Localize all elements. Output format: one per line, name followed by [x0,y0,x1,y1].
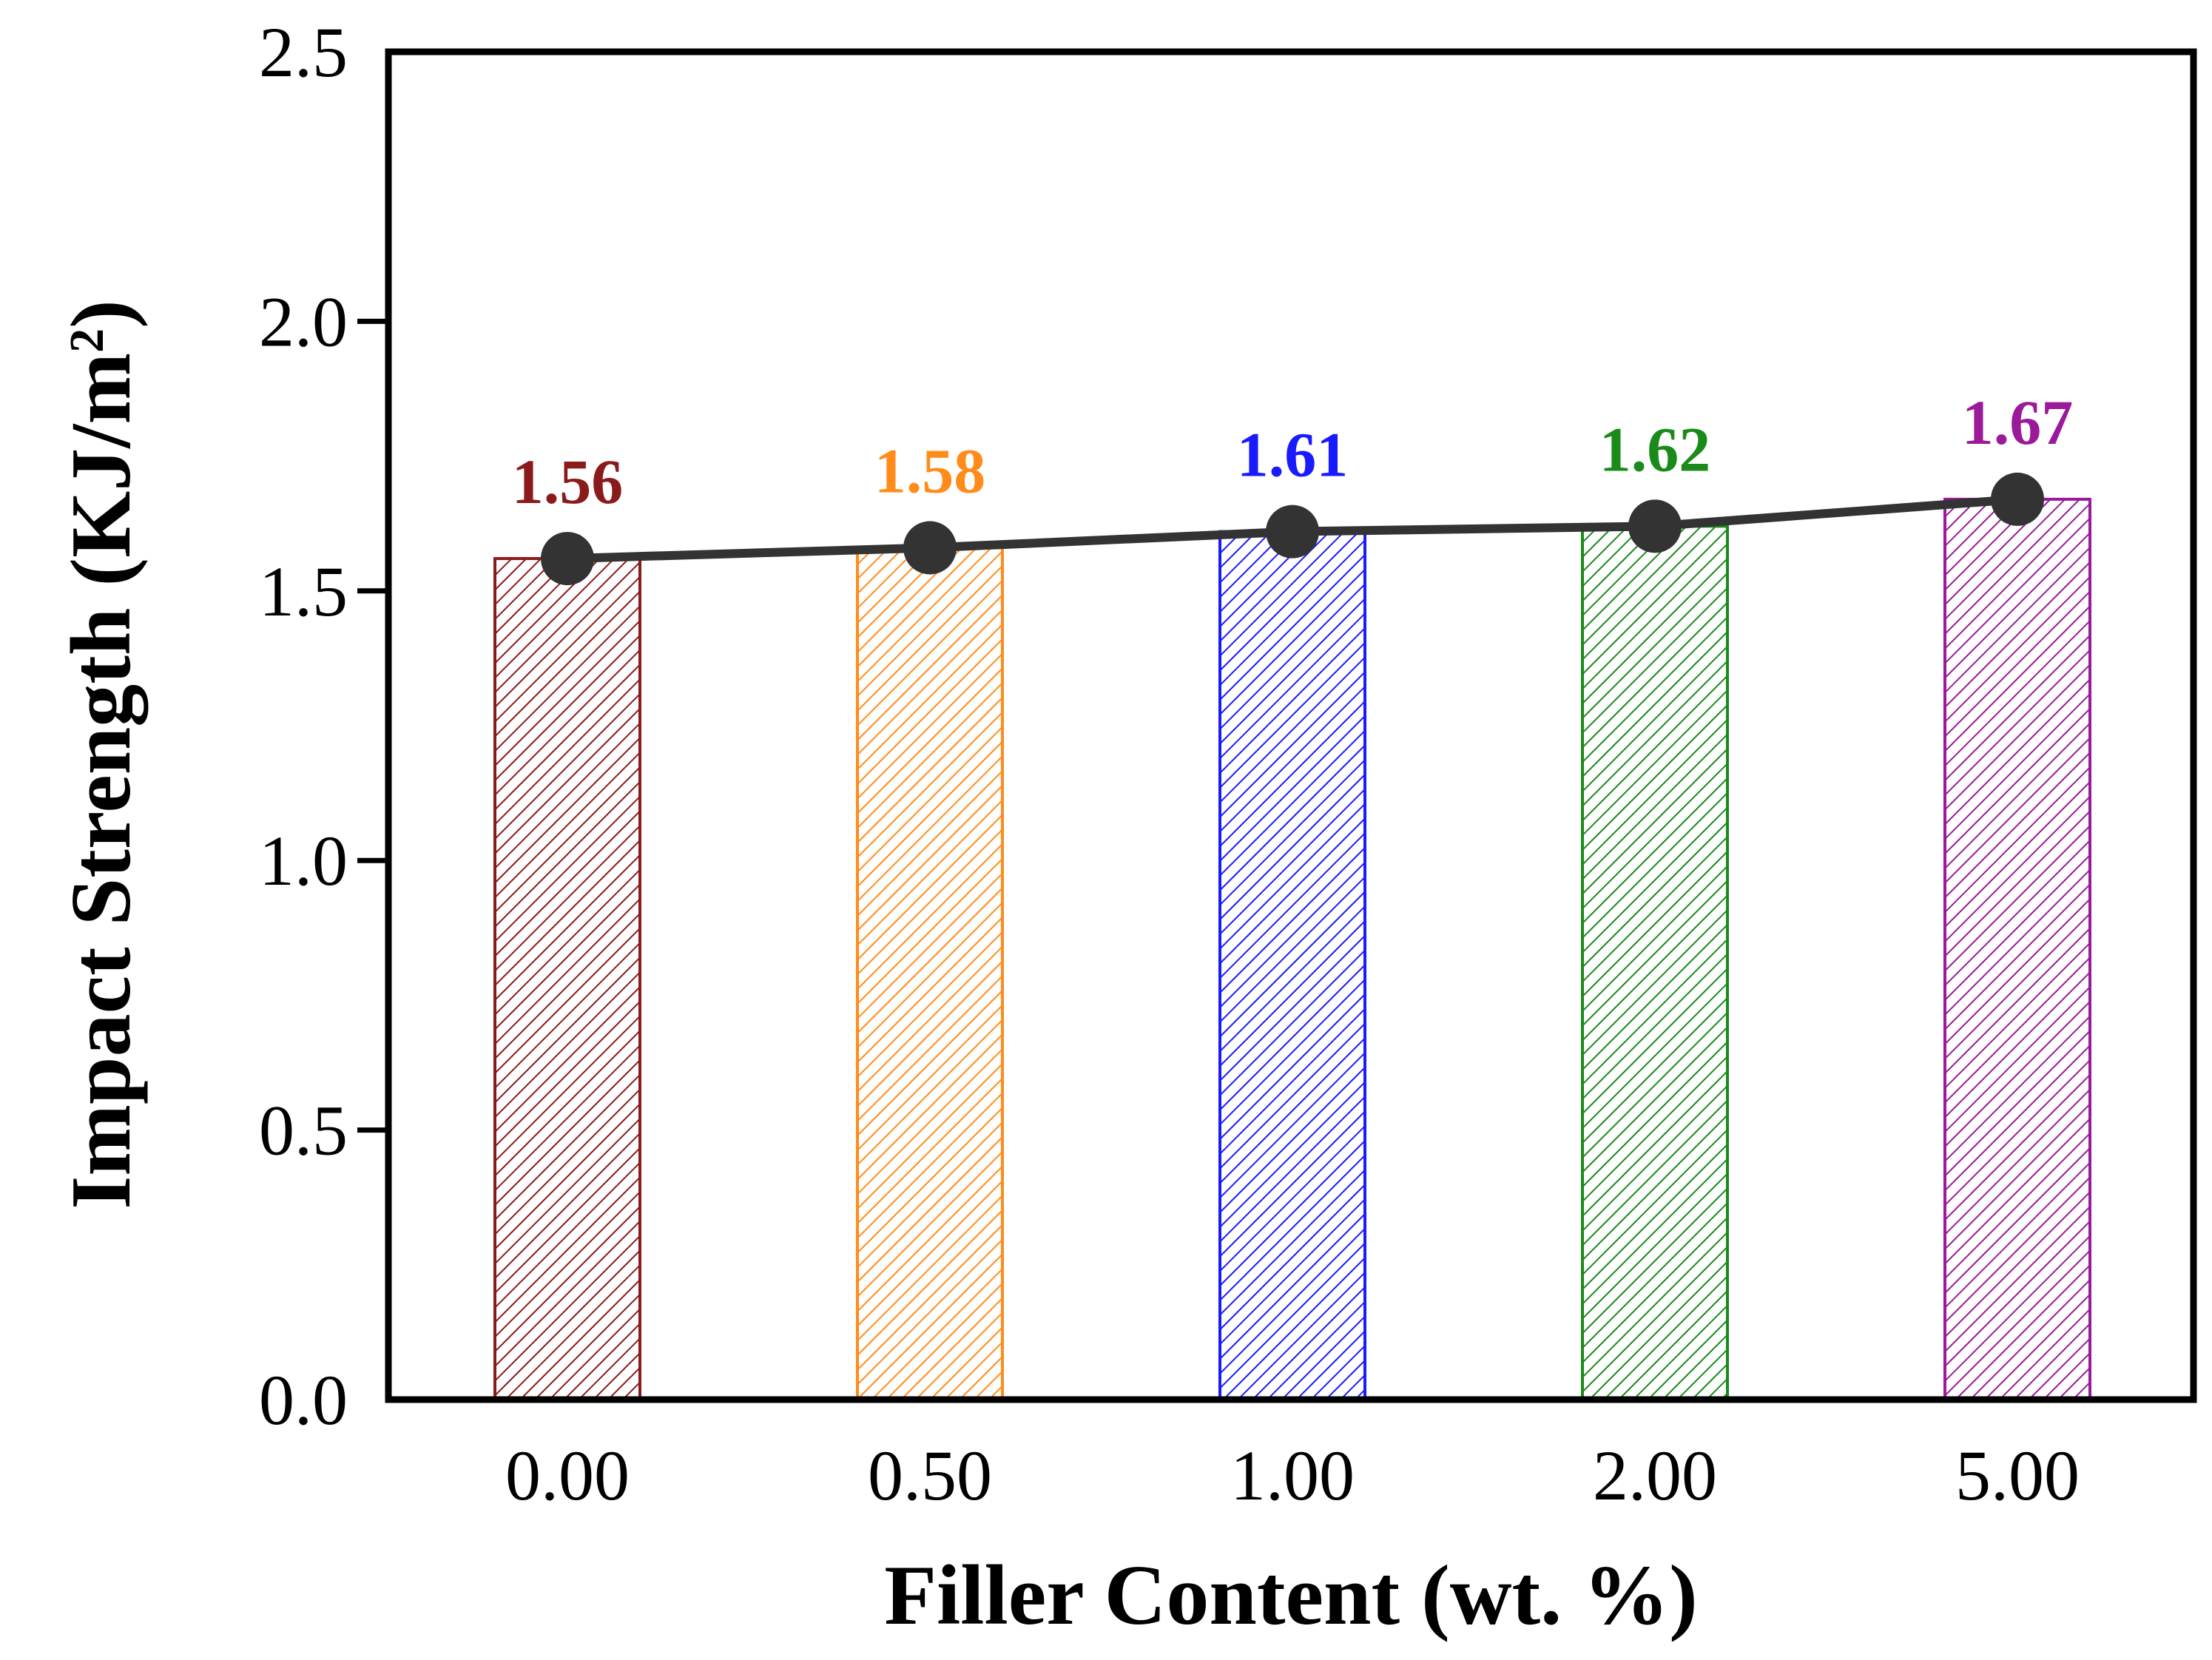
y-axis-ticks: 0.0 0.5 1.0 1.5 2.0 2.5 [259,13,388,1440]
bars-group [493,497,2091,1402]
bar-0.00 [493,557,641,1401]
markers-group [541,472,2044,586]
bar-5.00 [1943,497,2091,1401]
y-tick-label: 0.0 [259,1360,348,1440]
plot-frame [385,48,2197,1403]
bar-1.00 [1218,530,1366,1402]
x-tick-label: 1.00 [1230,1436,1355,1515]
y-tick-label: 1.5 [259,552,348,631]
y-tick-label: 2.0 [259,282,348,361]
y-axis-title-main: Impact Strength (KJ/m [54,353,149,1209]
value-label-0.00: 1.56 [512,446,624,517]
y-axis-title-close: ) [54,300,149,328]
marker-1.00 [1266,505,1319,559]
marker-5.00 [1991,472,2044,526]
y-tick-label: 1.0 [259,821,348,900]
x-tick-label: 0.00 [505,1436,630,1515]
x-tick-label: 2.00 [1593,1436,1717,1515]
bar-0.50 [856,546,1004,1401]
x-axis-ticks: 0.00 0.50 1.00 2.00 5.00 [505,1436,2080,1515]
bar-2.00 [1581,524,1729,1401]
x-tick-label: 0.50 [868,1436,992,1515]
y-axis-title-superscript: 2 [60,328,114,353]
value-label-0.50: 1.58 [874,435,986,506]
y-axis-title: Impact Strength (KJ/m2) [54,300,149,1209]
marker-0.50 [903,521,957,575]
x-tick-label: 5.00 [1955,1436,2080,1515]
y-tick-label: 0.5 [259,1091,348,1170]
marker-2.00 [1628,499,1682,553]
value-label-2.00: 1.62 [1599,414,1711,485]
value-label-1.00: 1.61 [1237,419,1349,490]
value-label-5.00: 1.67 [1962,387,2074,458]
value-labels-group: 1.56 1.58 1.61 1.62 1.67 [512,387,2074,517]
x-axis-title: Filler Content (wt. %) [884,1548,1698,1643]
marker-0.00 [541,532,594,586]
y-tick-label: 2.5 [259,13,348,92]
